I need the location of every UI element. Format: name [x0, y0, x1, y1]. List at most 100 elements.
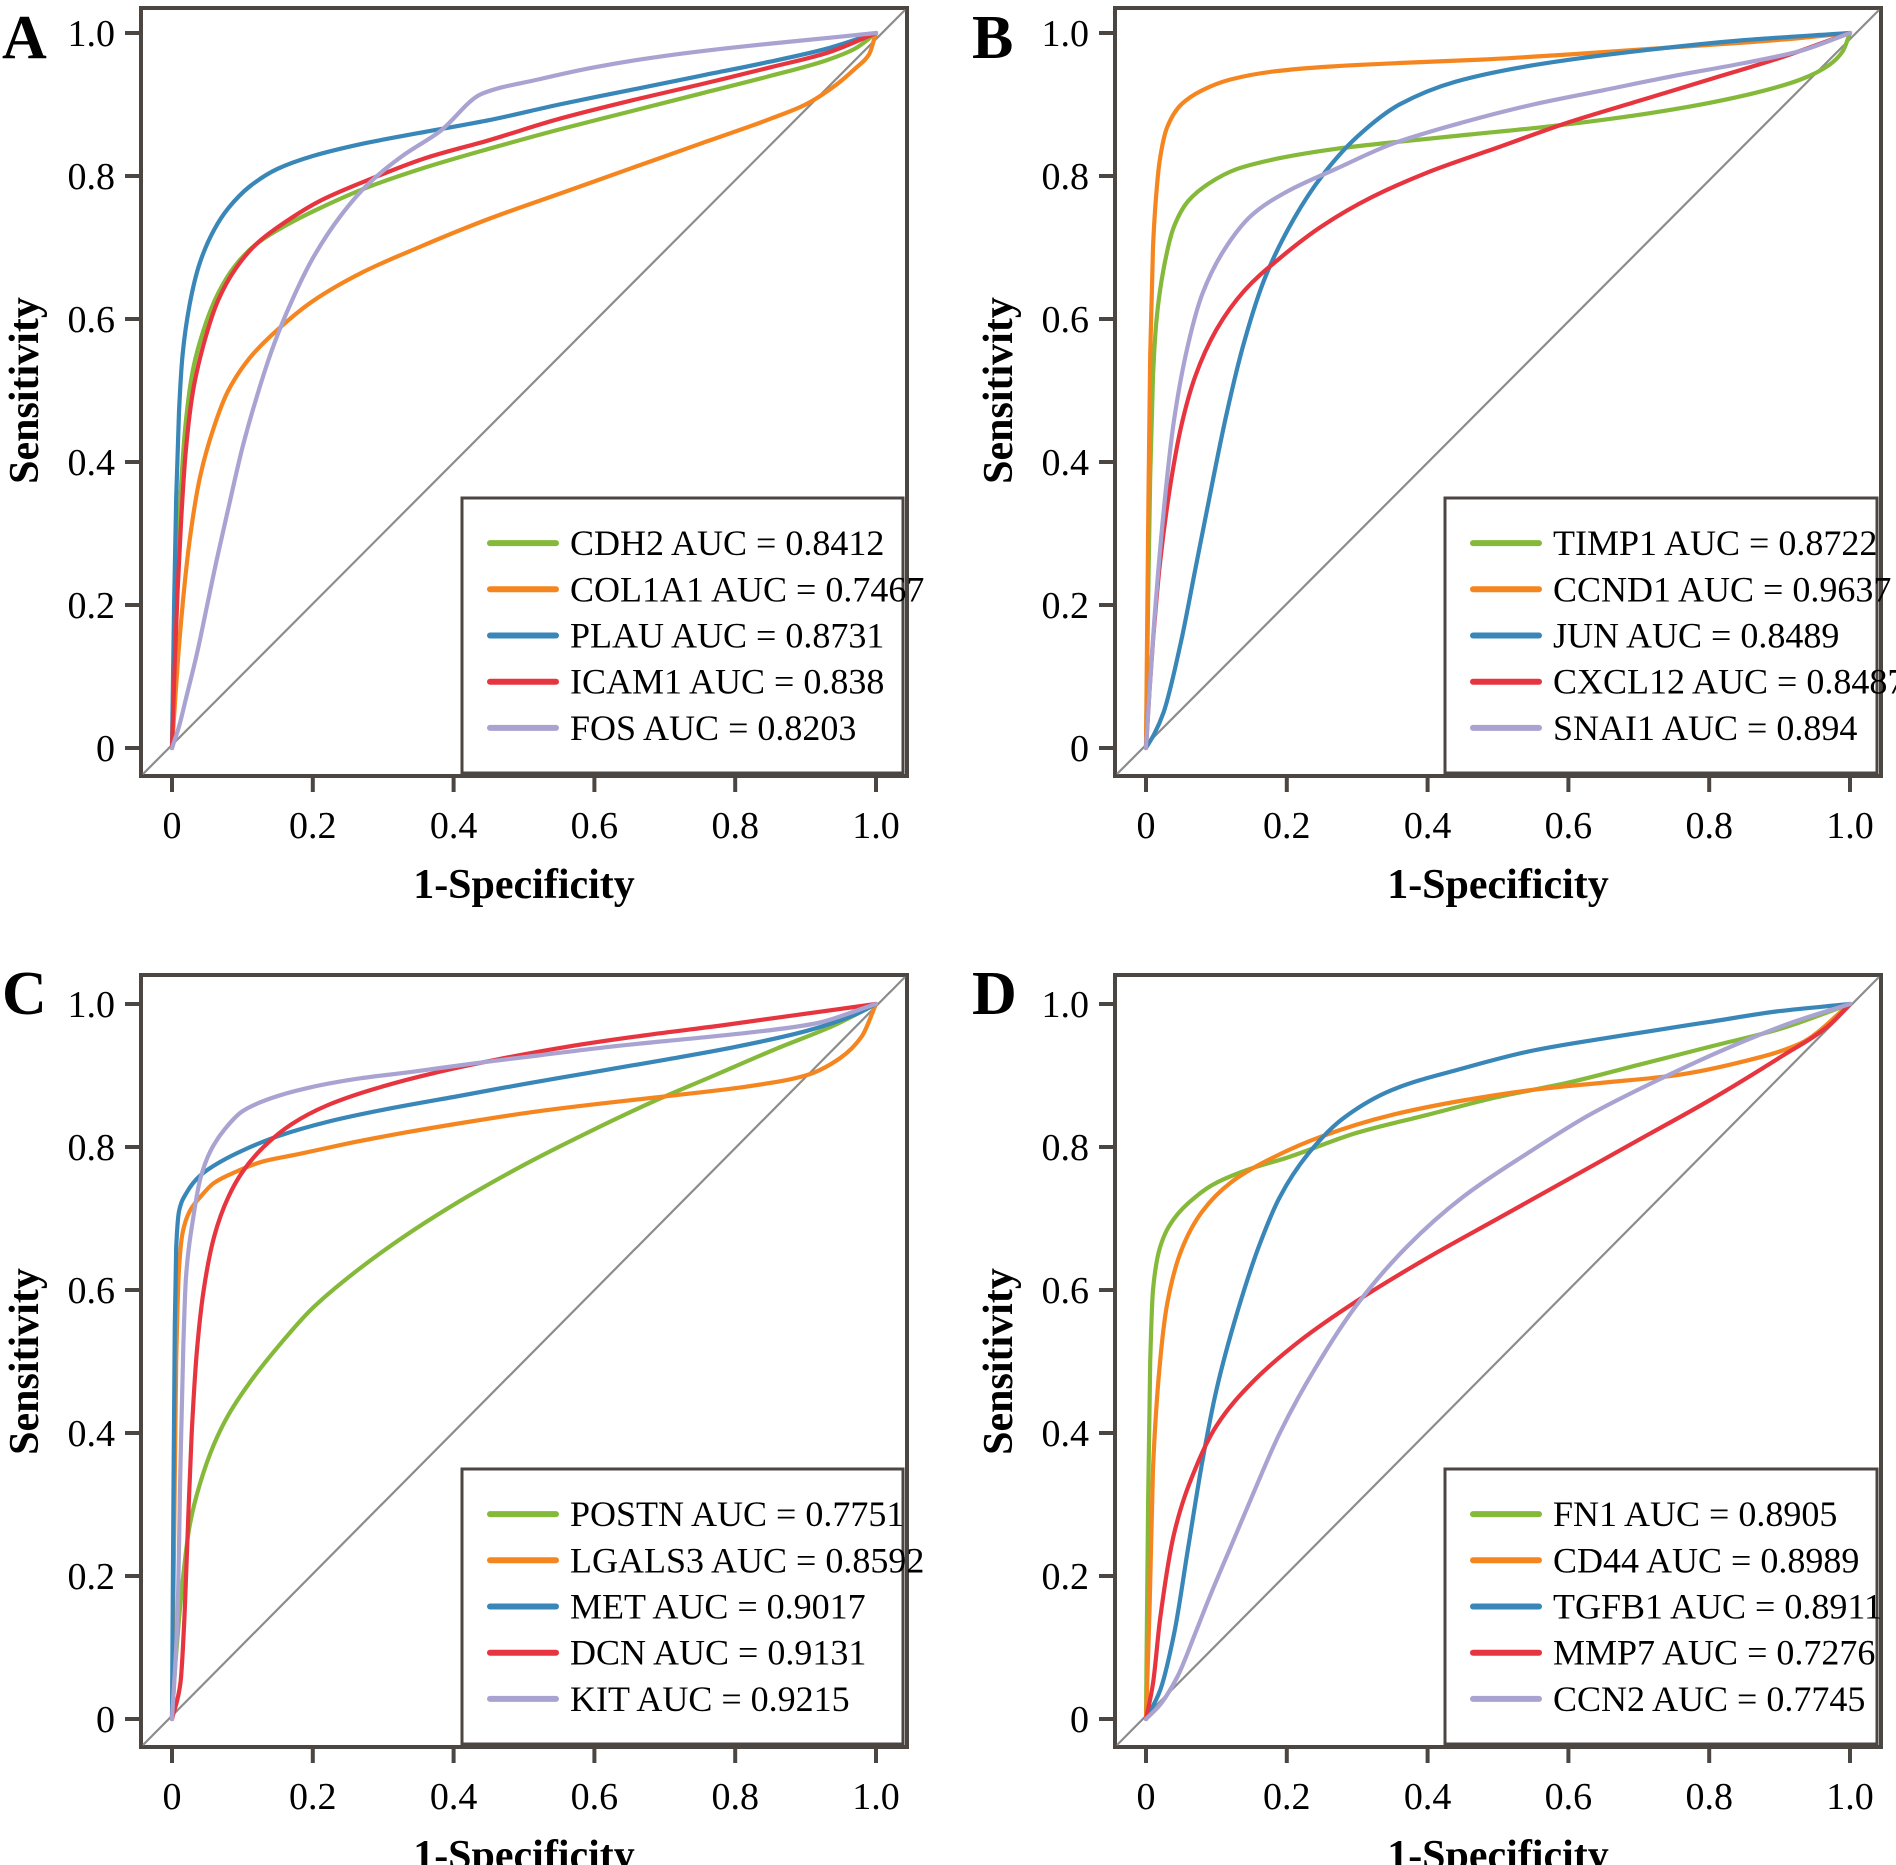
y-tick-label: 0.8 [1042, 156, 1090, 198]
legend-label: FN1 AUC = 0.8905 [1553, 1494, 1837, 1534]
roc-curve [1143, 30, 1853, 751]
x-tick-label: 0 [1137, 805, 1156, 847]
x-axis-title: 1-Specificity [1387, 1833, 1609, 1865]
y-axis-title: Sensitivity [976, 1268, 1022, 1455]
x-tick-label: 0.2 [289, 805, 337, 847]
roc-panel-a: 0 0 0.2 0.2 0.4 0.4 0.6 0.6 0.8 0.8 1.0 1.0 CDH2 AUC… [2, 4, 924, 908]
x-tick-label: 0 [163, 805, 182, 847]
legend: FN1 AUC = 0.8905 CD44 AUC = 0.8989 TGFB1 A… [1443, 1467, 1882, 1746]
y-tick-label: 0 [96, 728, 115, 770]
roc-panel-b: 0 0 0.2 0.2 0.4 0.4 0.6 0.6 0.8 0.8 1.0 1.0 TIMP1 AU… [972, 4, 1896, 908]
roc-curve [1143, 30, 1853, 751]
roc-curve [169, 30, 879, 751]
roc-curve [1143, 30, 1853, 751]
legend-label: DCN AUC = 0.9131 [570, 1633, 866, 1673]
y-tick-label: 0.4 [1042, 442, 1090, 484]
y-tick-label: 0.8 [68, 1127, 116, 1169]
x-tick-label: 1.0 [1826, 805, 1874, 847]
x-tick-label: 0.8 [711, 1776, 759, 1818]
legend-label: MET AUC = 0.9017 [570, 1587, 866, 1627]
x-tick-label: 0.4 [1404, 805, 1452, 847]
x-axis-title: 1-Specificity [413, 1833, 635, 1865]
chance-diagonal-line [142, 9, 906, 775]
legend-label: MMP7 AUC = 0.7276 [1553, 1633, 1875, 1673]
x-tick-label: 0.8 [1685, 1776, 1733, 1818]
roc-curve [1143, 1001, 1853, 1722]
panel-letter: D [972, 960, 1017, 1028]
panel-letter: A [2, 4, 47, 72]
x-tick-label: 0.2 [289, 1776, 337, 1818]
y-tick-label: 1.0 [1042, 13, 1090, 55]
legend-label: ICAM1 AUC = 0.838 [570, 662, 884, 702]
legend-label: KIT AUC = 0.9215 [570, 1679, 850, 1719]
x-tick-label: 0.6 [1545, 1776, 1593, 1818]
x-axis-title: 1-Specificity [413, 862, 635, 908]
y-tick-label: 0.4 [68, 1413, 116, 1455]
legend-label: CXCL12 AUC = 0.8487 [1553, 662, 1896, 702]
legend-label: CDH2 AUC = 0.8412 [570, 523, 884, 563]
y-tick-label: 0.4 [1042, 1413, 1090, 1455]
y-tick-label: 0.6 [68, 299, 116, 341]
y-tick-label: 0 [1070, 1699, 1089, 1741]
y-tick-label: 1.0 [1042, 984, 1090, 1026]
roc-curve [169, 30, 879, 751]
x-tick-label: 0.6 [1545, 805, 1593, 847]
y-tick-label: 0.8 [68, 156, 116, 198]
y-tick-label: 0 [96, 1699, 115, 1741]
roc-curve [1143, 1001, 1853, 1722]
x-tick-label: 0 [163, 1776, 182, 1818]
y-tick-label: 0.6 [1042, 299, 1090, 341]
roc-curve [169, 1001, 879, 1722]
y-tick-label: 0 [1070, 728, 1089, 770]
chance-diagonal-line [1116, 976, 1880, 1746]
plot-content: 0 0 0.2 0.2 0.4 0.4 0.6 0.6 0.8 0.8 1.0 1.0 CDH2 AUC… [68, 6, 924, 847]
x-tick-label: 0.2 [1263, 805, 1311, 847]
x-tick-label: 0.4 [430, 1776, 478, 1818]
y-tick-label: 0.2 [1042, 1556, 1090, 1598]
y-tick-label: 1.0 [68, 984, 116, 1026]
roc-curve [1143, 1001, 1853, 1722]
y-axis-title: Sensitivity [976, 297, 1022, 484]
plot-content: 0 0 0.2 0.2 0.4 0.4 0.6 0.6 0.8 0.8 1.0 1.0 POSTN AU… [68, 973, 924, 1818]
legend-label: PLAU AUC = 0.8731 [570, 616, 884, 656]
x-tick-label: 1.0 [852, 805, 900, 847]
roc-curve [1143, 1001, 1853, 1722]
x-tick-label: 0 [1137, 1776, 1156, 1818]
legend-label: CD44 AUC = 0.8989 [1553, 1540, 1859, 1580]
roc-panel-d: 0 0 0.2 0.2 0.4 0.4 0.6 0.6 0.8 0.8 1.0 1.0 FN1 AUC … [972, 960, 1883, 1865]
legend: CDH2 AUC = 0.8412 COL1A1 AUC = 0.7467 PLAU… [460, 496, 924, 775]
y-tick-label: 0.2 [68, 585, 116, 627]
legend-label: TGFB1 AUC = 0.8911 [1553, 1587, 1882, 1627]
panel-letter: B [972, 4, 1013, 72]
plot-content: 0 0 0.2 0.2 0.4 0.4 0.6 0.6 0.8 0.8 1.0 1.0 FN1 AUC … [1042, 973, 1883, 1818]
legend-label: COL1A1 AUC = 0.7467 [570, 569, 924, 609]
y-tick-label: 0.6 [1042, 1270, 1090, 1312]
x-tick-label: 0.2 [1263, 1776, 1311, 1818]
x-tick-label: 1.0 [852, 1776, 900, 1818]
y-tick-label: 0.2 [68, 1556, 116, 1598]
legend-label: JUN AUC = 0.8489 [1553, 616, 1839, 656]
y-tick-label: 1.0 [68, 13, 116, 55]
y-tick-label: 0.6 [68, 1270, 116, 1312]
roc-panel-c: 0 0 0.2 0.2 0.4 0.4 0.6 0.6 0.8 0.8 1.0 1.0 POSTN AU… [2, 960, 924, 1865]
x-tick-label: 0.6 [571, 805, 619, 847]
legend-label: TIMP1 AUC = 0.8722 [1553, 523, 1877, 563]
x-tick-label: 0.8 [711, 805, 759, 847]
y-axis-title: Sensitivity [2, 1268, 48, 1455]
roc-curve [169, 1001, 879, 1722]
legend-label: CCN2 AUC = 0.7745 [1553, 1679, 1865, 1719]
y-tick-label: 0.8 [1042, 1127, 1090, 1169]
roc-curve [169, 30, 879, 751]
legend-label: POSTN AUC = 0.7751 [570, 1494, 904, 1534]
legend: TIMP1 AUC = 0.8722 CCND1 AUC = 0.9637 JUN … [1443, 496, 1896, 775]
y-axis-title: Sensitivity [2, 297, 48, 484]
legend-label: FOS AUC = 0.8203 [570, 708, 856, 748]
x-tick-label: 0.4 [430, 805, 478, 847]
legend-label: CCND1 AUC = 0.9637 [1553, 569, 1891, 609]
x-tick-label: 0.8 [1685, 805, 1733, 847]
chance-diagonal-line [142, 976, 906, 1746]
roc-curve [169, 30, 879, 751]
roc-curve [169, 1001, 879, 1722]
legend-label: LGALS3 AUC = 0.8592 [570, 1540, 924, 1580]
